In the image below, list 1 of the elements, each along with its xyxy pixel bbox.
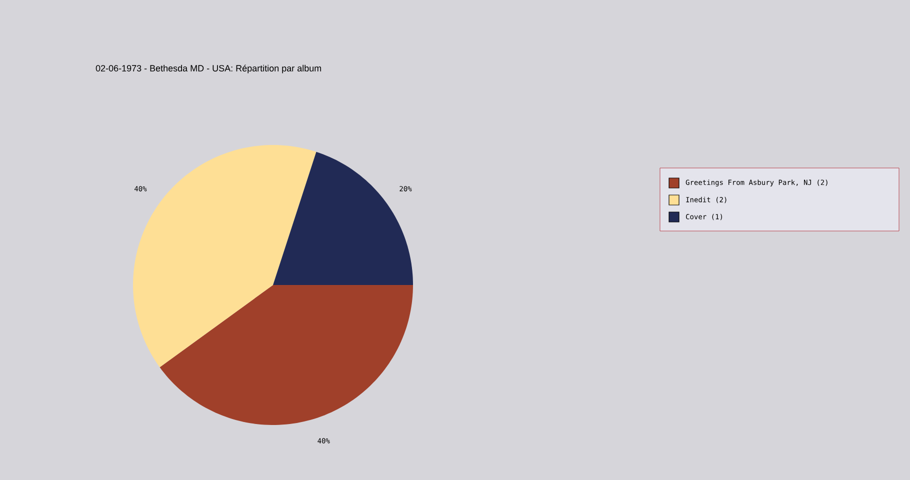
- chart-title: 02-06-1973 - Bethesda MD - USA: Répartition par album: [96, 64, 322, 74]
